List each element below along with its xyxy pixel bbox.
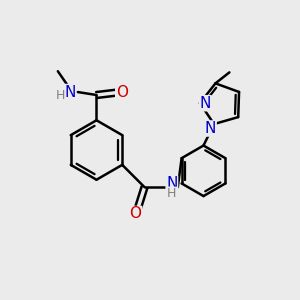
Text: O: O — [130, 206, 142, 221]
Text: N: N — [64, 85, 75, 100]
Text: H: H — [167, 187, 177, 200]
Text: N: N — [200, 96, 211, 111]
Text: O: O — [116, 85, 128, 100]
Text: N: N — [205, 121, 216, 136]
Text: N: N — [166, 176, 178, 191]
Text: H: H — [55, 88, 64, 101]
